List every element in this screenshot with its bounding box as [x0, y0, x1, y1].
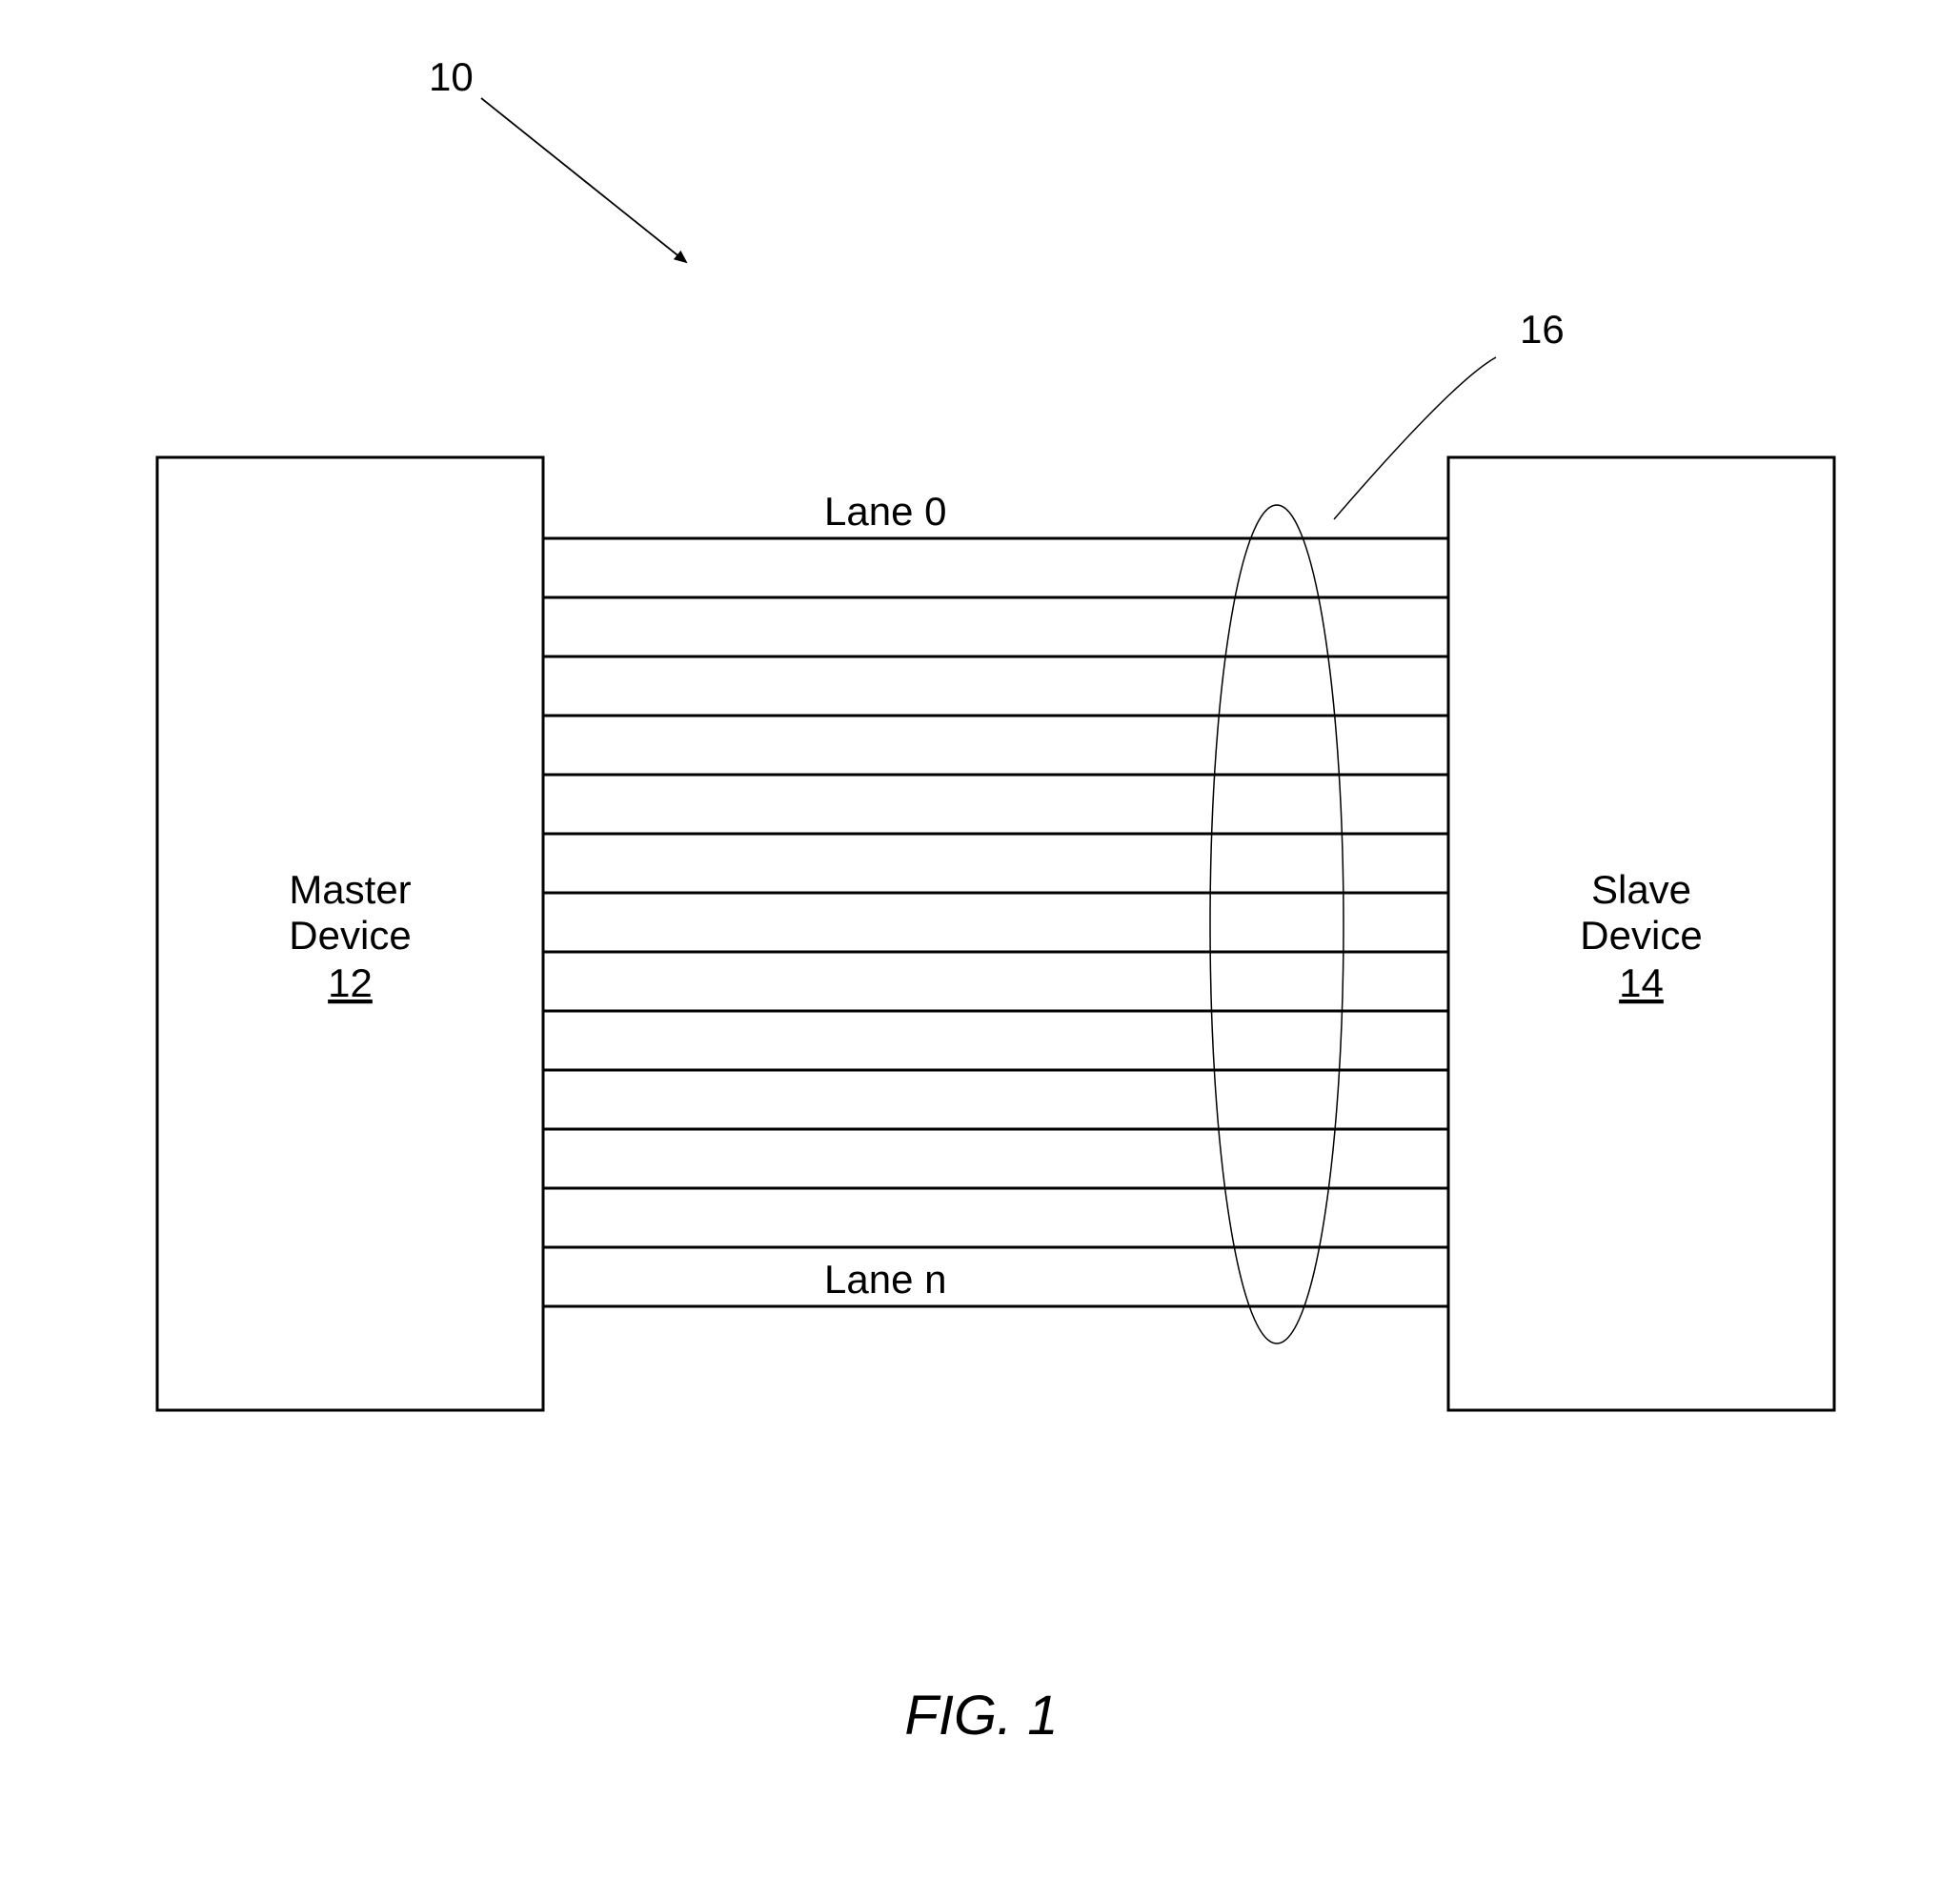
master-number: 12	[328, 960, 373, 1005]
master-subtitle: Device	[289, 913, 411, 958]
slave-subtitle: Device	[1580, 913, 1702, 958]
lane-bottom-label: Lane n	[824, 1257, 946, 1302]
master-title: Master	[289, 867, 411, 912]
slave-title: Slave	[1591, 867, 1691, 912]
lane-top-label: Lane 0	[824, 489, 946, 534]
ref-ellipse: 16	[1520, 307, 1565, 352]
lane-group-ellipse	[1210, 505, 1344, 1343]
figure-caption: FIG. 1	[904, 1685, 1058, 1747]
ref-top: 10	[429, 54, 474, 99]
slave-number: 14	[1619, 960, 1664, 1005]
ref-top-arrow	[481, 98, 686, 262]
